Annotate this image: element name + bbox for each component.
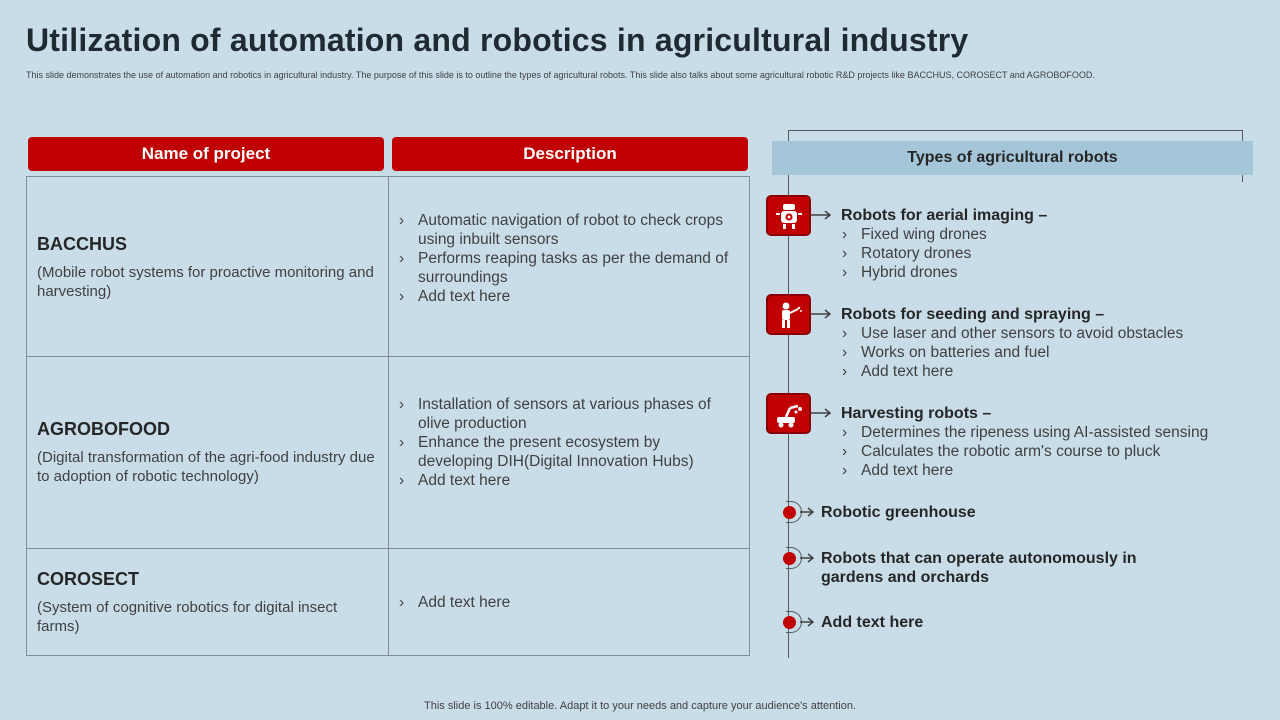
seeding-robot-icon	[766, 294, 811, 335]
list-item: Add text here	[842, 362, 1183, 381]
description-list: Installation of sensors at various phase…	[399, 395, 739, 490]
robot-type-title: Harvesting robots –	[841, 405, 992, 422]
arrow-right-icon	[811, 408, 832, 418]
footer-note: This slide is 100% editable. Adapt it to…	[424, 700, 856, 712]
robot-type-list: Fixed wing drones Rotatory drones Hybrid…	[842, 225, 987, 282]
robot-type-list: Use laser and other sensors to avoid obs…	[842, 324, 1183, 381]
page-subtitle: This slide demonstrates the use of autom…	[26, 70, 1095, 80]
list-item: Use laser and other sensors to avoid obs…	[842, 324, 1183, 343]
list-item: Installation of sensors at various phase…	[399, 395, 739, 433]
list-item: Calculates the robotic arm's course to p…	[842, 442, 1208, 461]
arrow-right-icon	[811, 309, 832, 319]
project-name-cell: BACCHUS (Mobile robot systems for proact…	[26, 176, 389, 357]
list-item: Add text here	[399, 593, 739, 612]
project-name: AGROBOFOOD	[37, 419, 170, 439]
list-item: Performs reaping tasks as per the demand…	[399, 249, 739, 287]
header-description: Description	[392, 137, 748, 171]
robot-type-list: Determines the ripeness using AI-assiste…	[842, 423, 1208, 480]
page-title: Utilization of automation and robotics i…	[26, 22, 969, 58]
list-item: Add text here	[399, 287, 739, 306]
robot-type-bullet: Robotic greenhouse	[821, 504, 976, 521]
list-item: Add text here	[399, 471, 739, 490]
table-row: BACCHUS (Mobile robot systems for proact…	[26, 176, 750, 357]
list-item: Hybrid drones	[842, 263, 987, 282]
description-list: Automatic navigation of robot to check c…	[399, 211, 739, 306]
list-item: Rotatory drones	[842, 244, 987, 263]
table-row: COROSECT (System of cognitive robotics f…	[26, 548, 750, 656]
project-name-cell: AGROBOFOOD (Digital transformation of th…	[26, 356, 389, 549]
table-row: AGROBOFOOD (Digital transformation of th…	[26, 356, 750, 549]
project-detail: (System of cognitive robotics for digita…	[37, 598, 338, 635]
list-item: Fixed wing drones	[842, 225, 987, 244]
arrow-right-icon	[800, 507, 815, 517]
arrow-right-icon	[800, 553, 815, 563]
robot-type-title: Robots for seeding and spraying –	[841, 306, 1105, 323]
aerial-robot-icon	[766, 195, 811, 236]
project-name: BACCHUS	[37, 234, 127, 254]
robot-type-title: Robots for aerial imaging –	[841, 207, 1048, 224]
project-detail: (Digital transformation of the agri-food…	[37, 449, 375, 485]
robot-type-bullet: Robots that can operate autonomously in …	[821, 550, 1137, 586]
timeline-dot	[783, 616, 796, 629]
project-description-cell: Installation of sensors at various phase…	[388, 356, 750, 549]
timeline-dot	[783, 506, 796, 519]
projects-table: BACCHUS (Mobile robot systems for proact…	[26, 176, 750, 656]
project-name: COROSECT	[37, 568, 140, 589]
list-item: Enhance the present ecosystem by develop…	[399, 433, 739, 471]
list-item: Determines the ripeness using AI-assiste…	[842, 423, 1208, 442]
robot-type-bullet: Add text here	[821, 614, 924, 631]
arrow-right-icon	[800, 617, 815, 627]
header-name-of-project: Name of project	[28, 137, 384, 171]
arrow-right-icon	[811, 210, 832, 220]
harvesting-robot-icon	[766, 393, 811, 434]
list-item: Automatic navigation of robot to check c…	[399, 211, 739, 249]
timeline-dot	[783, 552, 796, 565]
description-list: Add text here	[399, 593, 739, 612]
project-detail: (Mobile robot systems for proactive moni…	[37, 264, 374, 300]
list-item: Add text here	[842, 461, 1208, 480]
project-name-cell: COROSECT (System of cognitive robotics f…	[26, 548, 389, 656]
project-description-cell: Automatic navigation of robot to check c…	[388, 176, 750, 357]
panel-top-line	[788, 130, 1243, 131]
project-description-cell: Add text here	[388, 548, 750, 656]
types-heading: Types of agricultural robots	[772, 141, 1253, 175]
list-item: Works on batteries and fuel	[842, 343, 1183, 362]
